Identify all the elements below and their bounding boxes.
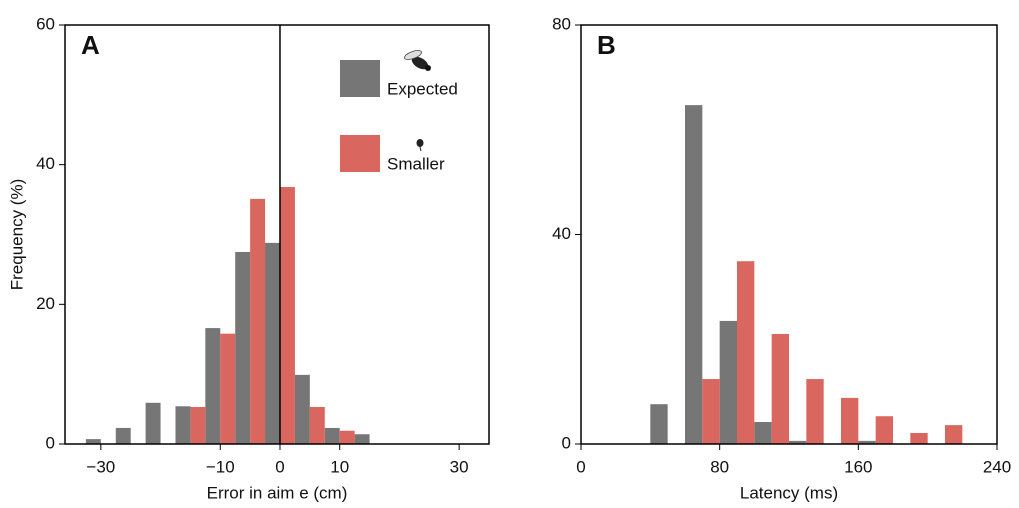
bar [841, 397, 859, 444]
x-tick-label: 0 [275, 457, 284, 476]
panel-letter: A [81, 30, 100, 60]
bar [250, 198, 266, 444]
bar [945, 425, 963, 444]
bar [754, 422, 772, 444]
bar [789, 440, 807, 444]
x-tick-label: 30 [450, 457, 469, 476]
bar [685, 105, 703, 444]
x-tick-label: −30 [86, 457, 115, 476]
bar [771, 334, 789, 444]
x-axis-label: Latency (ms) [740, 483, 838, 502]
y-tick-label: 20 [36, 294, 55, 313]
bar [145, 402, 161, 444]
bar [175, 406, 191, 444]
bar [324, 427, 340, 444]
bar [279, 187, 295, 444]
bar [354, 434, 370, 444]
x-tick-label: 0 [576, 457, 585, 476]
bar [875, 416, 893, 444]
bar [910, 433, 928, 444]
y-tick-label: 0 [46, 433, 55, 452]
bar [737, 261, 755, 444]
x-tick-label: 240 [983, 457, 1011, 476]
bar [719, 320, 737, 444]
x-tick-label: 80 [710, 457, 729, 476]
bar [702, 379, 720, 444]
small-fly-icon [416, 139, 424, 152]
bar [190, 406, 206, 444]
fly-icon [404, 50, 431, 71]
bar [294, 374, 310, 444]
plot-frame [64, 24, 490, 445]
x-tick-label: −10 [206, 457, 235, 476]
bar [115, 427, 131, 444]
bar [85, 439, 101, 444]
bar [220, 333, 236, 444]
x-tick-label: 10 [330, 457, 349, 476]
bar [858, 440, 876, 444]
y-tick-label: 0 [562, 433, 571, 452]
bar [205, 328, 221, 444]
bar [309, 406, 325, 444]
panel-letter: B [597, 30, 616, 60]
bar [650, 404, 668, 444]
bar [339, 430, 355, 444]
y-tick-label: 60 [36, 14, 55, 33]
x-axis-label: Error in aim e (cm) [207, 483, 348, 502]
legend-label: Smaller [387, 154, 445, 173]
y-tick-label: 80 [552, 14, 571, 33]
x-tick-label: 160 [844, 457, 872, 476]
legend-swatch [340, 135, 380, 172]
bar [235, 251, 251, 444]
y-axis-label: Frequency (%) [7, 179, 26, 290]
legend-swatch [340, 60, 380, 97]
bar [806, 379, 824, 444]
y-tick-label: 40 [36, 154, 55, 173]
y-tick-label: 40 [552, 224, 571, 243]
bar [265, 242, 280, 444]
legend-label: Expected [387, 79, 458, 98]
